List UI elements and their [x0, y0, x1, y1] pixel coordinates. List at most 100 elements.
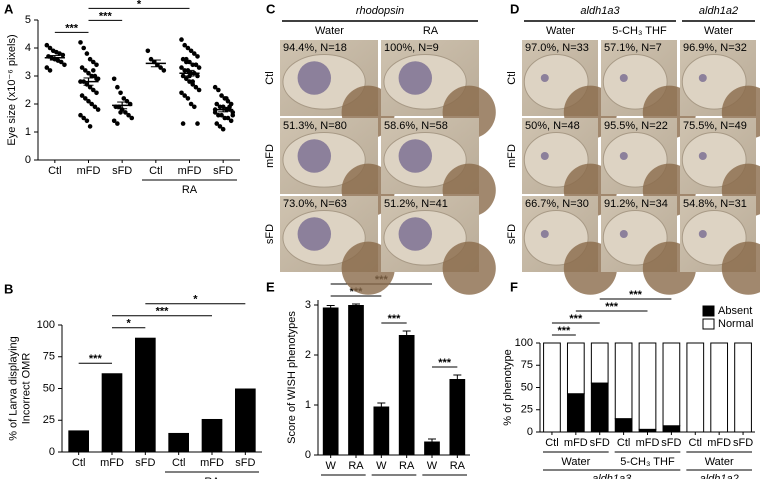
- data-point: [227, 104, 232, 110]
- legend-label: Absent: [718, 305, 752, 317]
- bar-segment: [566, 342, 585, 395]
- data-point: [91, 87, 96, 93]
- y-tick-label: 25: [43, 414, 55, 426]
- x-tick-label: mFD: [178, 165, 202, 177]
- data-point: [79, 65, 85, 70]
- data-point: [83, 96, 88, 101]
- yolk: [721, 241, 760, 295]
- y-tick-label: 5: [25, 14, 31, 26]
- bar: [135, 337, 156, 452]
- data-point: [89, 73, 94, 79]
- bar-segment: [662, 425, 681, 433]
- data-point: [185, 45, 191, 51]
- significance-label: ***: [438, 357, 452, 369]
- y-tick-label: 50: [521, 381, 533, 393]
- eye: [619, 230, 628, 238]
- data-point: [216, 87, 221, 93]
- row-label: Ctl: [506, 71, 518, 84]
- significance-label: *: [137, 0, 142, 10]
- data-point: [190, 62, 195, 68]
- panel-letter: A: [4, 1, 14, 16]
- bar-segment: [614, 418, 633, 433]
- data-point: [192, 51, 197, 56]
- group-label: Water: [705, 456, 734, 468]
- data-point: [219, 112, 224, 118]
- y-axis-label: Incorrect OMR: [20, 353, 32, 425]
- x-tick-label: mFD: [100, 457, 124, 469]
- row-label: mFD: [506, 144, 518, 168]
- eye: [297, 61, 332, 95]
- legend-swatch: [702, 305, 715, 317]
- data-point: [118, 90, 123, 96]
- legend-label: Normal: [718, 318, 753, 330]
- supergroup-label: aldh1a2: [700, 473, 739, 479]
- data-point: [126, 112, 131, 118]
- bar: [449, 379, 466, 455]
- eye: [398, 61, 433, 95]
- data-point: [212, 84, 218, 90]
- row-label: sFD: [506, 224, 518, 244]
- y-tick-label: 75: [43, 351, 55, 363]
- data-point: [129, 115, 135, 121]
- x-tick-label: W: [376, 460, 387, 472]
- data-point: [81, 45, 86, 51]
- data-point: [224, 96, 229, 101]
- bar-segment: [614, 342, 633, 420]
- y-tick-label: 100: [37, 319, 55, 331]
- data-point: [193, 62, 199, 68]
- data-point: [95, 107, 101, 112]
- x-tick-label: W: [325, 460, 336, 472]
- legend-swatch: [702, 318, 715, 330]
- data-point: [118, 110, 123, 115]
- eye: [698, 152, 707, 160]
- data-point: [222, 115, 228, 121]
- bar: [201, 418, 223, 452]
- data-point: [78, 112, 83, 118]
- eye: [698, 230, 707, 238]
- x-tick-label: Ctl: [172, 457, 185, 469]
- data-point: [193, 84, 199, 90]
- x-tick-label: sFD: [733, 437, 753, 449]
- x-tick-label: sFD: [590, 437, 610, 449]
- cell-label: 51.2%, N=41: [384, 198, 448, 210]
- gene-label: aldh1a3: [580, 5, 620, 17]
- data-point: [188, 101, 194, 107]
- row-label: Ctl: [264, 71, 276, 84]
- y-tick-label: 100: [515, 337, 533, 349]
- x-tick-label: RA: [450, 460, 466, 472]
- column-label: 5-CH₃ THF: [612, 25, 667, 37]
- column-label: Water: [315, 25, 344, 37]
- data-point: [184, 56, 189, 62]
- significance-label: ***: [557, 325, 571, 337]
- eye: [398, 217, 433, 251]
- row-label: sFD: [264, 224, 276, 244]
- data-point: [111, 76, 117, 82]
- significance-label: *: [193, 294, 198, 306]
- y-axis-label: % of Larva displaying: [7, 336, 19, 441]
- data-point: [182, 42, 187, 48]
- x-tick-label: sFD: [235, 457, 255, 469]
- data-point: [94, 62, 99, 68]
- data-point: [187, 59, 192, 65]
- significance-label: ***: [156, 306, 170, 318]
- cell-label: 73.0%, N=63: [283, 198, 347, 210]
- data-point: [230, 112, 236, 118]
- eye: [619, 152, 628, 160]
- group-label: Water: [561, 456, 590, 468]
- data-point: [214, 101, 220, 107]
- data-point: [111, 118, 117, 124]
- x-tick-label: mFD: [200, 457, 224, 469]
- data-point: [121, 96, 127, 101]
- data-point: [179, 90, 184, 96]
- data-point: [195, 121, 200, 126]
- eye: [297, 139, 332, 173]
- cell-label: 57.1%, N=7: [604, 42, 662, 54]
- column-label: Water: [704, 25, 733, 37]
- data-point: [87, 84, 93, 90]
- data-point: [123, 110, 128, 115]
- data-point: [214, 121, 220, 126]
- x-tick-label: sFD: [112, 165, 132, 177]
- eye: [398, 139, 433, 173]
- gene-label: aldh1a2: [699, 5, 738, 17]
- data-point: [47, 45, 53, 51]
